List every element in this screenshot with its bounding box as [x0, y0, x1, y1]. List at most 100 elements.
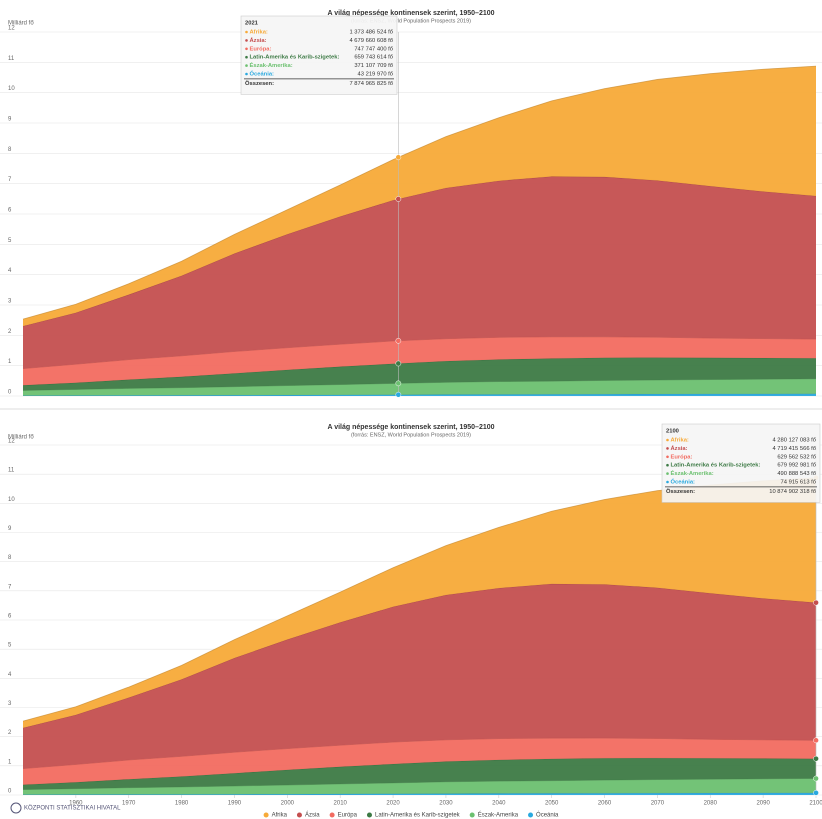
- y-tick-label: 0: [8, 789, 12, 795]
- y-tick-label: 8: [8, 147, 12, 153]
- y-tick-label: 2: [8, 730, 12, 736]
- tooltip-value: 43 219 970 fő: [358, 72, 393, 78]
- tooltip-value: 4 679 660 608 fő: [349, 38, 393, 44]
- legend-symbol: [366, 812, 372, 818]
- x-tick-label: 1960: [69, 801, 83, 807]
- y-tick-label: 3: [8, 299, 12, 305]
- area: [23, 336, 816, 386]
- tooltip: [240, 15, 398, 95]
- tooltip-name: Európa:: [250, 46, 272, 52]
- chart: A világ népessége kontinensek szerint, 1…: [0, 423, 822, 819]
- area: [23, 477, 816, 728]
- y-tick-label: 12: [8, 26, 15, 32]
- x-tick-label: 2100: [809, 801, 822, 807]
- tooltip-bullet: [245, 55, 248, 59]
- hover-marker: [813, 737, 819, 744]
- tooltip-bullet: [245, 30, 248, 34]
- area: [23, 66, 816, 327]
- x-tick-label: 2070: [651, 801, 665, 807]
- y-tick-label: 6: [8, 208, 12, 214]
- tooltip-total-value: 10 874 902 318 fő: [769, 489, 816, 495]
- x-tick-label: 1990: [228, 801, 242, 807]
- hover-marker: [813, 755, 819, 762]
- y-tick-label: 6: [8, 614, 12, 620]
- x-tick-label: 2000: [281, 801, 295, 807]
- legend-symbol: [528, 812, 534, 818]
- legend-symbol: [329, 812, 335, 818]
- y-tick-label: 4: [8, 672, 12, 678]
- x-tick-label: 2040: [492, 801, 506, 807]
- legend-label: Latin-Amerika és Karib-szigetek: [375, 813, 461, 819]
- chart: A világ népessége kontinensek szerint, 1…: [0, 10, 822, 398]
- tooltip-value: 371 107 709 fő: [354, 63, 393, 69]
- tooltip-bullet: [666, 472, 669, 475]
- legend-label: Óceánia: [536, 812, 559, 819]
- tooltip-value: 4 719 415 566 fő: [772, 446, 816, 452]
- legend-label: Afrika: [272, 813, 288, 819]
- area: [23, 758, 816, 790]
- x-tick-label: 2010: [334, 801, 348, 807]
- hover-marker: [395, 360, 402, 367]
- hover-marker: [395, 154, 402, 161]
- y-tick-label: 4: [8, 268, 12, 274]
- tooltip-bullet: [245, 64, 248, 67]
- chart-title: A világ népessége kontinensek szerint, 1…: [327, 424, 494, 431]
- hover-marker: [813, 599, 819, 606]
- area-edge: [22, 65, 817, 320]
- y-tick-label: 11: [8, 468, 15, 474]
- x-tick-label: 2060: [598, 801, 612, 807]
- hover-marker: [395, 337, 402, 344]
- tooltip-bullet: [666, 447, 669, 450]
- area: [23, 778, 816, 795]
- tooltip-bullet: [666, 438, 669, 442]
- x-tick-label: 2090: [756, 801, 770, 807]
- hover-marker: [395, 196, 402, 202]
- tooltip-bullet: [666, 480, 669, 484]
- chart-subtitle: (forrás: ENSZ, World Population Prospect…: [351, 432, 471, 438]
- y-tick-label: 7: [8, 177, 12, 183]
- y-tick-label: 12: [8, 439, 15, 445]
- legend-symbol: [263, 812, 269, 818]
- chart-subtitle: (forrás: ENSZ, World Population Prospect…: [351, 18, 471, 24]
- tooltip-name: Latin-Amerika és Karib-szigetek:: [671, 463, 761, 469]
- tooltip-name: Afrika:: [250, 30, 268, 36]
- y-tick-label: 3: [8, 701, 12, 707]
- tooltip-bullet: [245, 47, 248, 51]
- tooltip-value: 490 888 543 fő: [777, 471, 816, 477]
- y-tick-label: 5: [8, 643, 12, 649]
- y-tick-label: 2: [8, 329, 12, 335]
- tooltip-name: Óceánia:: [250, 70, 275, 78]
- tooltip-bullet: [245, 39, 248, 42]
- y-tick-label: 11: [8, 56, 15, 62]
- hover-marker: [395, 380, 402, 387]
- y-tick-label: 7: [8, 584, 12, 590]
- hover-marker: [813, 775, 819, 782]
- x-tick-label: 2020: [386, 801, 400, 807]
- tooltip-bullet: [666, 455, 669, 459]
- tooltip-name: Ázsia:: [671, 445, 688, 452]
- legend-label: Észak-Amerika: [478, 812, 519, 819]
- tooltip-name: Afrika:: [671, 438, 689, 444]
- tooltip-total-name: Összesen:: [666, 488, 695, 495]
- legend-label: Európa: [338, 813, 358, 819]
- x-tick-label: 2030: [439, 801, 453, 807]
- tooltip-value: 1 373 486 524 fő: [349, 30, 393, 36]
- tooltip-header: 2021: [245, 21, 259, 27]
- area: [23, 738, 816, 785]
- area: [23, 583, 816, 769]
- y-tick-label: 10: [8, 86, 15, 92]
- tooltip-bullet: [666, 463, 669, 467]
- tooltip-bullet: [245, 72, 248, 76]
- legend-symbol: [296, 812, 302, 818]
- tooltip-name: Európa:: [671, 454, 693, 460]
- tooltip: [661, 423, 821, 503]
- tooltip-name: Észak-Amerika:: [250, 61, 293, 69]
- tooltip-value: 679 992 981 fő: [777, 463, 816, 469]
- x-tick-label: 2080: [704, 801, 718, 807]
- legend-label: Ázsia: [305, 812, 320, 819]
- x-tick-label: 2050: [545, 801, 559, 807]
- hover-marker: [395, 391, 402, 398]
- y-tick-label: 5: [8, 238, 12, 244]
